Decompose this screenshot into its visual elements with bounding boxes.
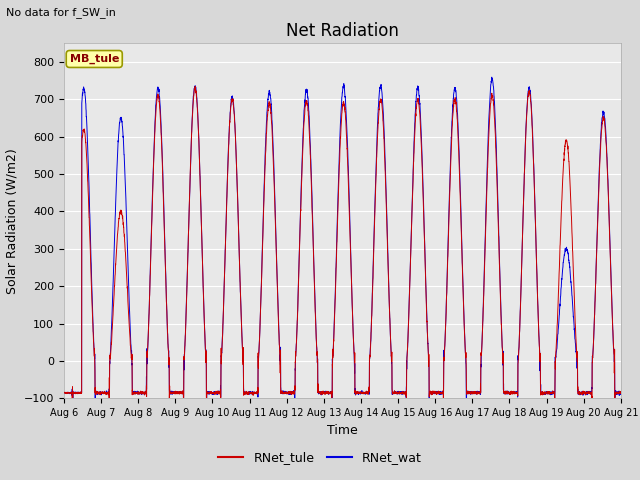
RNet_tule [490, 112, 498, 118]
RNet_tule [95, 390, 103, 396]
RNet_tule [191, 84, 199, 89]
Line: RNet_wat: RNet_wat [64, 77, 621, 408]
RNet_tule [445, 213, 453, 219]
RNet_wat [490, 98, 498, 104]
Legend: RNet_tule, RNet_wat: RNet_tule, RNet_wat [213, 446, 427, 469]
RNet_wat [127, 342, 135, 348]
RNet_wat [126, 325, 134, 331]
RNet_wat [617, 390, 625, 396]
RNet_tule [127, 349, 135, 355]
RNet_tule [203, 403, 211, 409]
RNet_tule [126, 340, 134, 346]
Title: Net Radiation: Net Radiation [286, 22, 399, 40]
RNet_tule [617, 390, 625, 396]
Text: MB_tule: MB_tule [70, 54, 119, 64]
RNet_wat [488, 74, 495, 80]
Text: No data for f_SW_in: No data for f_SW_in [6, 7, 116, 18]
RNet_tule [60, 390, 68, 396]
Line: RNet_tule: RNet_tule [64, 86, 621, 406]
RNet_wat [180, 405, 188, 410]
Y-axis label: Solar Radiation (W/m2): Solar Radiation (W/m2) [5, 148, 19, 294]
RNet_wat [445, 213, 452, 218]
RNet_wat [234, 182, 241, 188]
RNet_wat [95, 390, 103, 396]
RNet_wat [60, 390, 68, 396]
X-axis label: Time: Time [327, 424, 358, 437]
RNet_tule [234, 189, 241, 194]
